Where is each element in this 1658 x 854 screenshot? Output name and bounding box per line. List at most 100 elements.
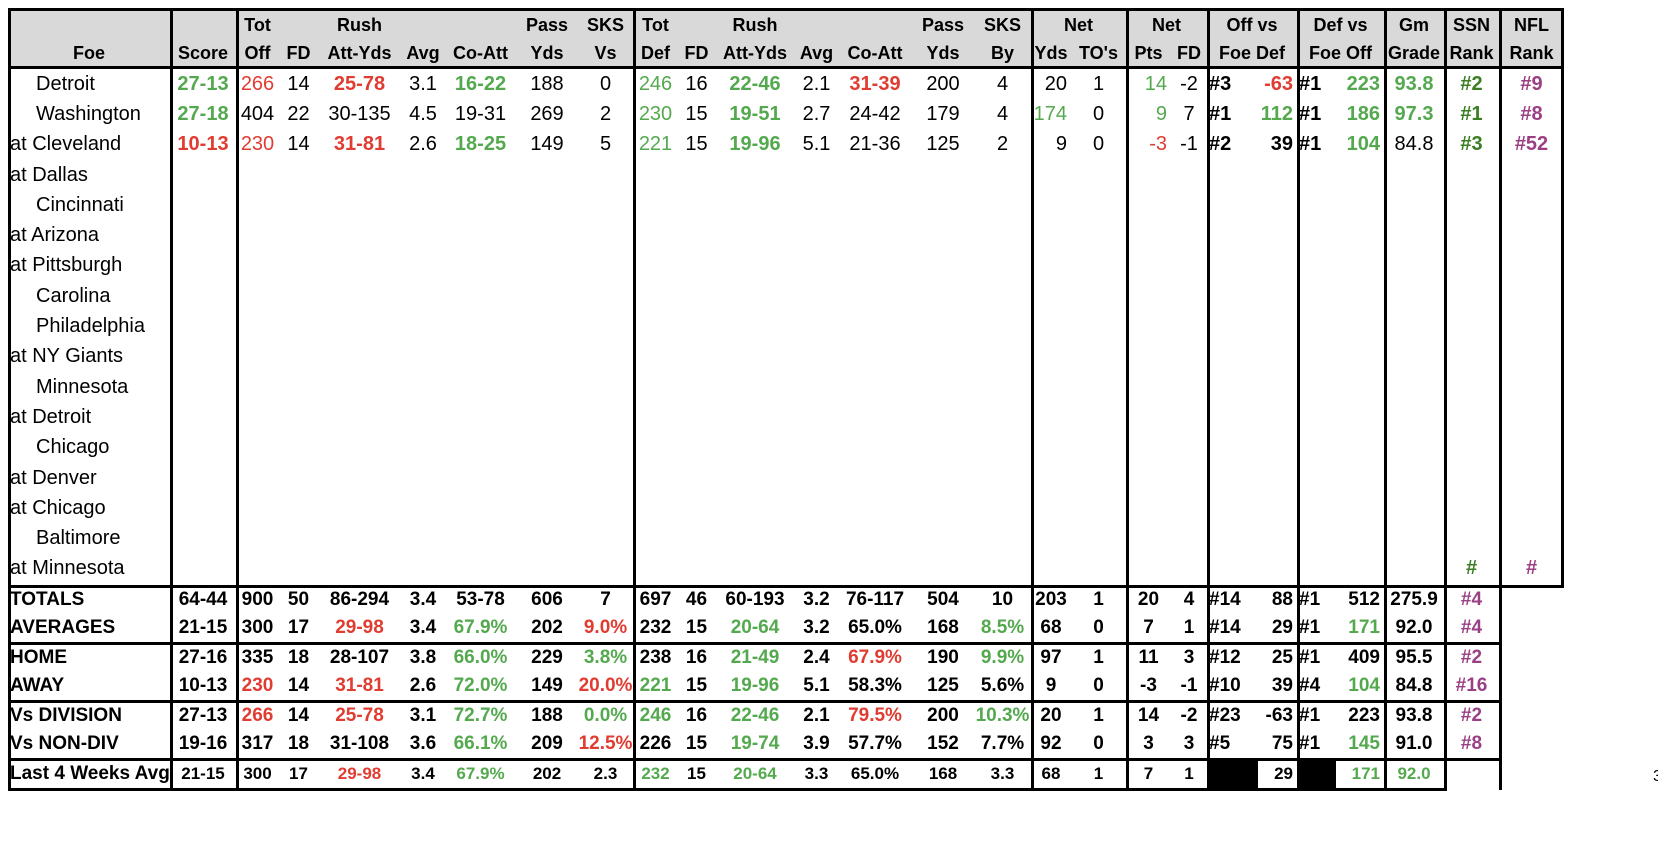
summary-cell-grade: 95.5 — [1395, 647, 1433, 668]
game-cell-offrk: #2 — [1209, 133, 1232, 156]
header-col-19: FD — [1177, 42, 1201, 63]
summary-cell-attyds: 29-98 — [335, 617, 384, 638]
blacked-out-cell — [1297, 760, 1336, 788]
summary-cell-score: 10-13 — [178, 675, 228, 696]
summary-cell-dattyds: 60-193 — [725, 589, 785, 610]
summary-cell-nyds: 92 — [1040, 733, 1062, 754]
summary-cell-offrk: #5 — [1209, 733, 1231, 754]
column-divider — [1561, 8, 1564, 586]
summary-cell-dfd: 15 — [685, 675, 708, 696]
game-cell-offval: 39 — [1270, 133, 1293, 156]
summary-cell-attyds: 28-107 — [329, 647, 390, 668]
summary-cell-score: 64-44 — [178, 589, 228, 610]
column-divider — [1444, 760, 1447, 790]
summary-cell-vs: 20.0% — [578, 675, 633, 696]
summary-cell-nfd: 1 — [1183, 617, 1195, 638]
summary-cell-score: 27-13 — [178, 705, 228, 726]
summary-cell-to: 1 — [1093, 589, 1104, 610]
summary-cell-vs: 0.0% — [583, 705, 628, 726]
game-cell-dfd: 16 — [685, 72, 708, 95]
game-cell-dyds: 179 — [926, 102, 960, 125]
header-col-23: Rank — [1449, 42, 1494, 63]
column-divider — [236, 8, 239, 790]
summary-cell-offval: 88 — [1271, 589, 1293, 610]
header-col-17: TO's — [1079, 42, 1118, 63]
summary-cell-dyds: 168 — [928, 764, 958, 783]
game-row-foe: Carolina — [36, 284, 111, 307]
summary-cell-dyds: 125 — [927, 675, 959, 696]
summary-cell-defrk: #1 — [1299, 705, 1321, 726]
summary-cell-score: 21-15 — [178, 617, 228, 638]
header-pass-off: Pass — [525, 14, 569, 35]
summary-cell-fd: 18 — [287, 733, 310, 754]
header-col-7: Yds — [530, 42, 564, 63]
summary-cell-dattyds: 20-64 — [733, 764, 777, 783]
summary-cell-yds: 606 — [531, 589, 563, 610]
summary-cell-coatt: 67.9% — [456, 764, 505, 783]
trailing-mark: 3 — [1653, 768, 1658, 785]
column-divider — [1126, 8, 1129, 790]
game-cell-attyds: 25-78 — [333, 72, 386, 95]
header-col-12: Avg — [799, 42, 834, 63]
summary-cell-nyds: 68 — [1041, 764, 1061, 783]
summary-cell-to: 0 — [1093, 675, 1104, 696]
header-col-24: Rank — [1509, 42, 1554, 63]
game-cell-by: 4 — [996, 72, 1009, 95]
summary-cell-grade: 93.8 — [1395, 705, 1433, 726]
summary-cell-pts: 11 — [1138, 647, 1159, 668]
game-cell-davg: 2.1 — [802, 72, 831, 95]
summary-cell-pts: 7 — [1143, 617, 1154, 638]
game-cell-dcoatt: 31-39 — [849, 72, 901, 95]
summary-cell-offrk: #10 — [1209, 675, 1241, 696]
game-cell-yds: 188 — [530, 72, 564, 95]
column-divider — [1207, 8, 1210, 790]
summary-label: Vs NON-DIV — [10, 733, 119, 754]
game-cell-dattyds: 19-96 — [729, 133, 781, 156]
header-nfl: NFL — [1514, 14, 1549, 35]
summary-cell-attyds: 86-294 — [329, 589, 390, 610]
game-cell-defrk: #1 — [1299, 133, 1322, 156]
summary-cell-ssn: #2 — [1460, 705, 1483, 726]
header-gm: Gm — [1398, 14, 1429, 35]
summary-cell-ssn: #8 — [1460, 733, 1483, 754]
game-cell-ssn: #3 — [1460, 133, 1483, 156]
game-row-foe: at Pittsburgh — [10, 254, 123, 277]
summary-cell-avg: 3.4 — [409, 589, 437, 610]
summary-cell-nfd: 3 — [1183, 733, 1195, 754]
header-col-22: Grade — [1387, 42, 1441, 63]
summary-cell-dcoatt: 65.0% — [848, 617, 902, 638]
game-cell-off: 266 — [240, 72, 275, 95]
game-cell-grade: 84.8 — [1394, 133, 1434, 156]
column-divider — [8, 8, 11, 790]
summary-cell-dfd: 15 — [685, 733, 708, 754]
summary-cell-nfd: -2 — [1180, 705, 1198, 726]
game-cell-def: 230 — [638, 102, 673, 125]
game-cell-to: 0 — [1092, 133, 1105, 156]
game-cell-ssn: #2 — [1460, 72, 1483, 95]
game-cell-off: 230 — [240, 133, 275, 156]
game-cell-avg: 3.1 — [409, 72, 437, 95]
game-cell-pts: 14 — [1144, 72, 1167, 95]
summary-cell-defval: 409 — [1348, 647, 1380, 668]
summary-cell-by: 10.3% — [975, 705, 1030, 726]
summary-cell-nfd: 4 — [1183, 589, 1195, 610]
summary-cell-dyds: 190 — [927, 647, 959, 668]
summary-cell-to: 1 — [1093, 705, 1104, 726]
summary-cell-dattyds: 19-96 — [730, 675, 780, 696]
summary-cell-yds: 229 — [531, 647, 563, 668]
summary-cell-to: 0 — [1093, 733, 1104, 754]
header-col-1: Score — [177, 42, 229, 63]
game-cell-nfl: #52 — [1514, 133, 1549, 156]
section-border — [8, 758, 1502, 761]
summary-cell-grade: 92.0 — [1395, 617, 1433, 638]
game-cell-nfd: 7 — [1183, 102, 1195, 125]
summary-cell-off: 317 — [241, 733, 274, 754]
header-col-16: Yds — [1034, 42, 1068, 63]
header-col-2: Off — [244, 42, 271, 63]
game-cell-attyds: 31-81 — [333, 133, 386, 156]
game-cell-to: 0 — [1092, 102, 1105, 125]
summary-cell-off: 300 — [241, 617, 274, 638]
game-cell-avg: 2.6 — [409, 133, 437, 156]
game-cell-nfl: #8 — [1520, 102, 1543, 125]
summary-cell-dcoatt: 57.7% — [848, 733, 902, 754]
